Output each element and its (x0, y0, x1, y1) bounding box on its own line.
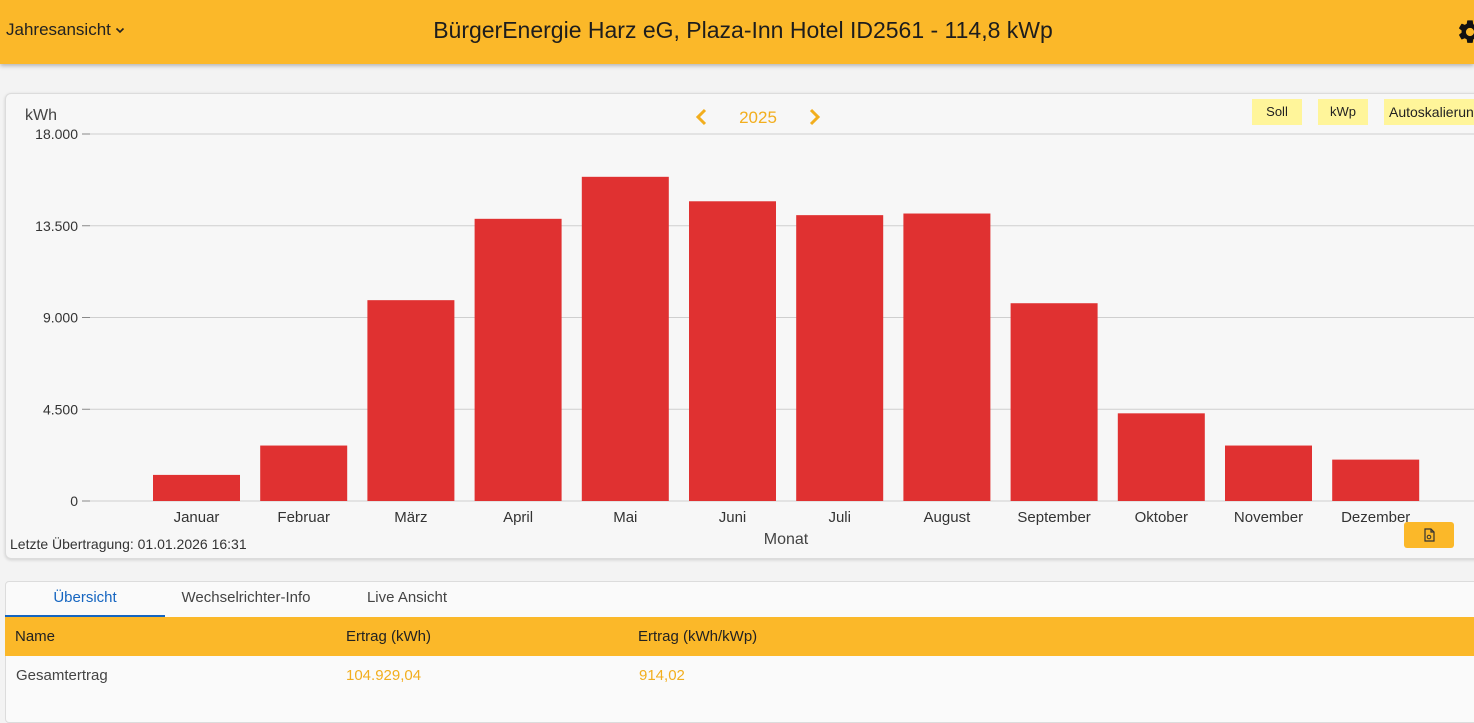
x-tick-label: März (394, 509, 427, 526)
x-tick-label: Dezember (1341, 509, 1410, 526)
y-tick-label: 13.500 (35, 218, 78, 234)
row-yield-kwh-kwp: 914,02 (639, 667, 685, 684)
bar-dezember[interactable] (1332, 459, 1420, 501)
year-label: 2025 (739, 108, 777, 127)
tab-inverter-info[interactable]: Wechselrichter-Info (181, 589, 311, 606)
y-axis-label: kWh (25, 107, 57, 124)
x-tick-label: Februar (277, 509, 330, 526)
view-select-label: Jahresansicht (6, 20, 111, 39)
chevron-right-icon[interactable] (804, 107, 824, 127)
chevron-down-icon (115, 27, 124, 34)
bar-juli[interactable] (796, 215, 884, 502)
gear-icon[interactable] (1456, 18, 1474, 46)
x-tick-label: Januar (174, 509, 220, 526)
bar-september[interactable] (1010, 303, 1098, 501)
bar-januar[interactable] (153, 474, 240, 501)
x-tick-label: Juli (828, 509, 851, 526)
last-transfer-text: Letzte Übertragung: 01.01.2026 16:31 (10, 536, 247, 552)
y-tick-label: 4.500 (43, 401, 78, 417)
bar-chart: kWh Monat 0 4.500 9.000 13.500 18.000 Januar… (25, 107, 1474, 548)
autoscale-toggle[interactable]: Autoskalierung (1384, 99, 1474, 125)
x-tick-label: November (1234, 509, 1303, 526)
tab-live-view[interactable]: Live Ansicht (366, 589, 448, 606)
year-navigation: 2025 (690, 104, 830, 130)
x-tick-label: Juni (719, 509, 747, 526)
y-tick-label: 18.000 (35, 126, 78, 142)
header-yield-kwh-kwp: Ertrag (kWh/kWp) (638, 628, 758, 645)
x-tick-label: August (924, 509, 972, 526)
bar-februar[interactable] (260, 445, 348, 501)
export-button[interactable] (1404, 522, 1454, 548)
bar-juni[interactable] (689, 201, 776, 501)
tab-overview[interactable]: Übersicht (5, 589, 165, 617)
bar-märz[interactable] (367, 300, 455, 501)
y-tick-label: 9.000 (43, 310, 78, 326)
bar-oktober[interactable] (1117, 413, 1205, 501)
view-select[interactable]: Jahresansicht (6, 20, 125, 40)
x-tick-label: Mai (613, 509, 637, 526)
bar-august[interactable] (903, 213, 991, 501)
x-tick-label: Oktober (1135, 509, 1188, 526)
bar-november[interactable] (1225, 445, 1312, 501)
x-tick-label: April (503, 509, 533, 526)
row-yield-kwh: 104.929,04 (346, 667, 422, 684)
x-axis-label: Monat (764, 531, 809, 548)
page-title: BürgerEnergie Harz eG, Plaza-Inn Hotel I… (433, 17, 1053, 43)
soll-toggle[interactable]: Soll (1252, 99, 1302, 125)
bar-mai[interactable] (581, 176, 669, 502)
row-name: Gesamtertrag (16, 667, 108, 684)
file-export-icon (1424, 528, 1435, 542)
kwp-toggle[interactable]: kWp (1318, 99, 1368, 125)
top-bar: Jahresansicht BürgerEnergie Harz eG, Pla… (0, 0, 1474, 64)
table-header (5, 617, 1474, 656)
bar-april[interactable] (474, 218, 562, 501)
header-yield-kwh: Ertrag (kWh) (346, 628, 432, 645)
header-name: Name (15, 628, 56, 645)
x-tick-label: September (1017, 509, 1090, 526)
chevron-left-icon[interactable] (692, 107, 712, 127)
y-tick-label: 0 (70, 493, 78, 509)
